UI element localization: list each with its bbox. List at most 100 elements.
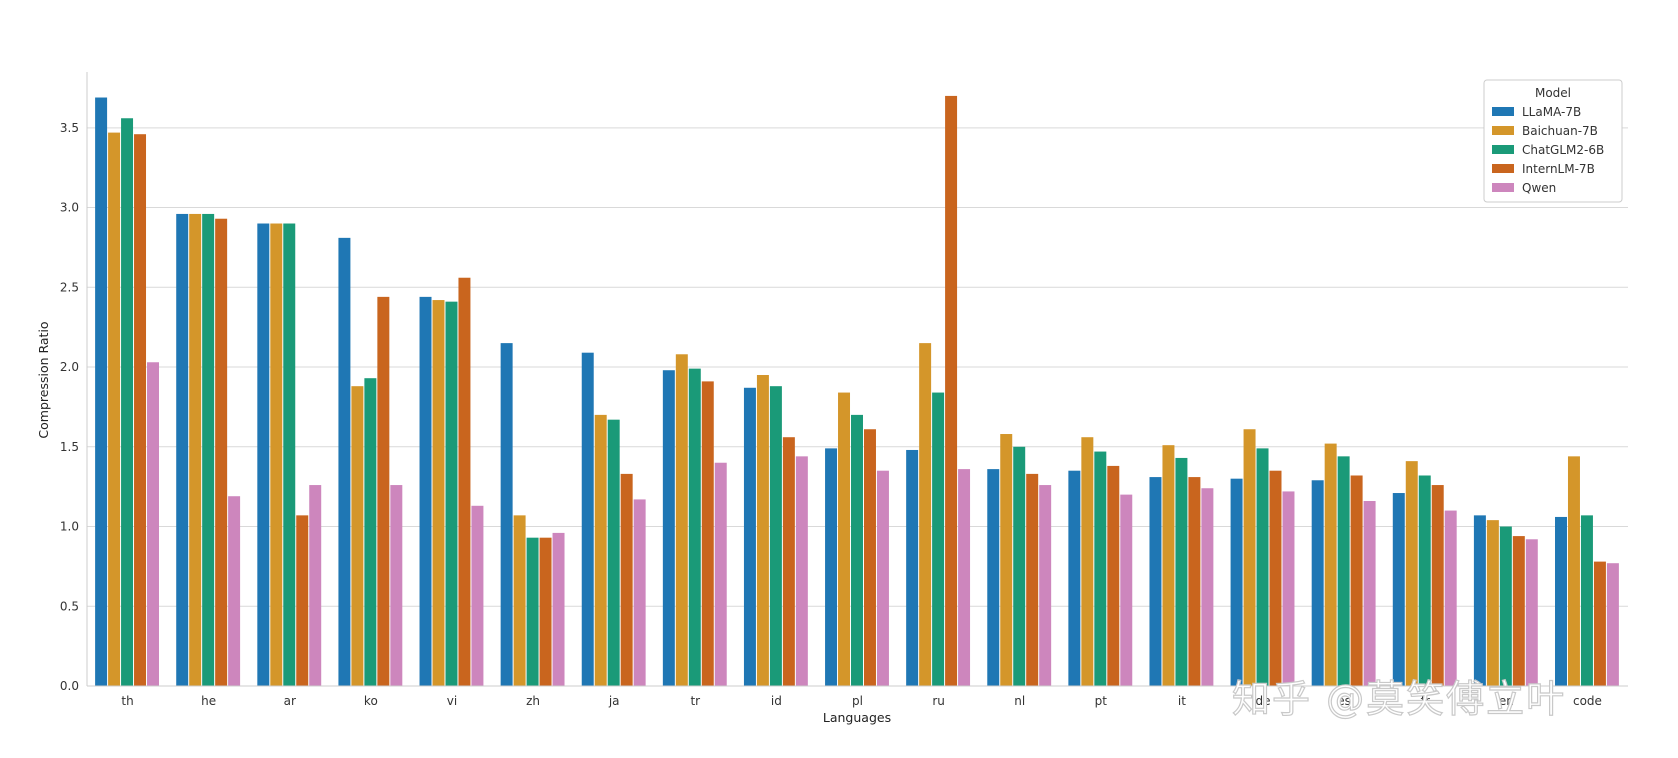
bar-fr-qwen <box>1444 510 1457 686</box>
bar-ar-baichuan-7b <box>270 223 283 686</box>
legend: Model LLaMA-7B Baichuan-7B ChatGLM2-6B Inte… <box>1483 79 1623 203</box>
bar-es-qwen <box>1363 501 1376 686</box>
bar-ru-internlm-7b <box>945 95 958 687</box>
bar-nl-baichuan-7b <box>1000 434 1013 686</box>
legend-box <box>1483 79 1623 203</box>
bar-ru-qwen <box>958 469 971 686</box>
bar-tr-llama-7b <box>662 370 675 686</box>
bar-it-internlm-7b <box>1188 477 1201 686</box>
bar-ko-qwen <box>390 485 403 686</box>
bar-en-baichuan-7b <box>1486 520 1499 686</box>
bar-nl-llama-7b <box>987 469 1000 686</box>
bar-ja-chatglm2-6b <box>607 419 620 686</box>
x-tick-label: vi <box>447 694 457 708</box>
bar-pl-chatglm2-6b <box>851 414 863 686</box>
bar-ko-llama-7b <box>338 237 351 687</box>
x-axis-label: Languages <box>823 710 891 725</box>
y-tick-label: 3.0 <box>60 201 79 215</box>
axes <box>86 72 1628 687</box>
x-tick-label: code <box>1573 694 1602 708</box>
x-tick-label: th <box>121 694 133 708</box>
bar-code-internlm-7b <box>1593 561 1606 686</box>
x-tick-label: ar <box>284 694 296 708</box>
bar-th-chatglm2-6b <box>121 118 134 686</box>
bar-ar-chatglm2-6b <box>283 223 296 686</box>
bar-vi-internlm-7b <box>458 277 471 686</box>
x-tick-label: id <box>771 694 782 708</box>
x-tick-label: es <box>1337 694 1351 708</box>
legend-title: Model <box>1535 86 1571 100</box>
bar-ja-qwen <box>633 499 646 686</box>
bar-th-baichuan-7b <box>108 132 121 687</box>
legend-items: LLaMA-7B Baichuan-7B ChatGLM2-6B InternLM-7… <box>1492 105 1604 195</box>
y-tick-labels: 0.0 0.5 1.0 1.5 2.0 2.5 3.0 3.5 <box>60 121 79 693</box>
bar-it-baichuan-7b <box>1162 445 1175 686</box>
y-tick-label: 3.5 <box>60 121 79 135</box>
bar-fr-internlm-7b <box>1431 485 1444 686</box>
bar-es-llama-7b <box>1311 480 1324 686</box>
bar-ru-llama-7b <box>906 449 919 686</box>
x-tick-label: de <box>1256 694 1271 708</box>
legend-swatch <box>1492 126 1514 135</box>
bar-zh-baichuan-7b <box>513 515 526 686</box>
bar-ar-internlm-7b <box>296 515 309 686</box>
x-tick-label: ru <box>932 694 945 708</box>
bar-nl-chatglm2-6b <box>1013 446 1026 686</box>
x-tick-label: zh <box>526 694 540 708</box>
bar-th-qwen <box>147 362 159 686</box>
bar-ja-llama-7b <box>581 352 594 686</box>
legend-swatch <box>1492 145 1514 154</box>
x-tick-label: fr <box>1421 694 1430 708</box>
bar-ru-chatglm2-6b <box>932 392 945 686</box>
y-tick-label: 0.5 <box>60 599 79 613</box>
bar-de-llama-7b <box>1230 478 1243 686</box>
bar-pt-internlm-7b <box>1107 465 1120 686</box>
y-axis-label: Compression Ratio <box>36 321 51 438</box>
legend-label: LLaMA-7B <box>1522 105 1581 119</box>
bar-code-llama-7b <box>1555 516 1567 686</box>
bar-ko-internlm-7b <box>377 296 390 686</box>
y-tick-label: 2.0 <box>60 360 79 374</box>
x-tick-label: en <box>1499 694 1514 708</box>
bar-pl-qwen <box>876 470 889 686</box>
x-tick-label: pl <box>852 694 863 708</box>
bar-he-baichuan-7b <box>189 213 202 686</box>
bar-ru-baichuan-7b <box>919 343 932 686</box>
bar-it-llama-7b <box>1149 477 1162 686</box>
bar-id-llama-7b <box>743 387 756 686</box>
bar-de-baichuan-7b <box>1243 429 1256 686</box>
bar-tr-internlm-7b <box>701 381 714 686</box>
legend-label: Qwen <box>1522 181 1556 195</box>
bar-he-internlm-7b <box>215 218 228 686</box>
bar-id-chatglm2-6b <box>769 386 782 686</box>
x-tick-labels: th he ar ko vi zh ja tr id pl ru nl pt it de es fr en code <box>121 694 1602 708</box>
bar-code-qwen <box>1606 563 1619 686</box>
bar-zh-llama-7b <box>500 343 513 686</box>
bar-nl-qwen <box>1039 485 1052 686</box>
legend-label: InternLM-7B <box>1522 162 1595 176</box>
bar-it-qwen <box>1201 488 1214 686</box>
bar-pl-llama-7b <box>825 448 838 686</box>
x-tick-label: ja <box>608 694 620 708</box>
bar-ar-qwen <box>309 485 322 686</box>
bar-pt-chatglm2-6b <box>1094 451 1107 686</box>
x-tick-label: he <box>201 694 216 708</box>
bar-code-chatglm2-6b <box>1580 515 1593 686</box>
bar-tr-qwen <box>714 462 727 686</box>
bar-es-internlm-7b <box>1350 475 1363 686</box>
bar-it-chatglm2-6b <box>1175 457 1188 686</box>
bar-pt-baichuan-7b <box>1081 437 1094 686</box>
bar-id-baichuan-7b <box>756 375 769 686</box>
watermark: 知乎 @莫笑傅立叶 <box>1232 677 1566 721</box>
x-tick-label: pt <box>1095 694 1108 708</box>
legend-label: Baichuan-7B <box>1522 124 1598 138</box>
x-tick-label: it <box>1178 694 1186 708</box>
bar-fr-baichuan-7b <box>1405 461 1418 686</box>
bar-ko-baichuan-7b <box>351 386 364 686</box>
bar-ko-chatglm2-6b <box>364 378 377 686</box>
x-tick-label: ko <box>364 694 378 708</box>
bar-pt-qwen <box>1120 494 1133 686</box>
bar-fr-chatglm2-6b <box>1418 475 1431 686</box>
y-tick-label: 0.0 <box>60 679 79 693</box>
bar-en-chatglm2-6b <box>1499 526 1512 686</box>
